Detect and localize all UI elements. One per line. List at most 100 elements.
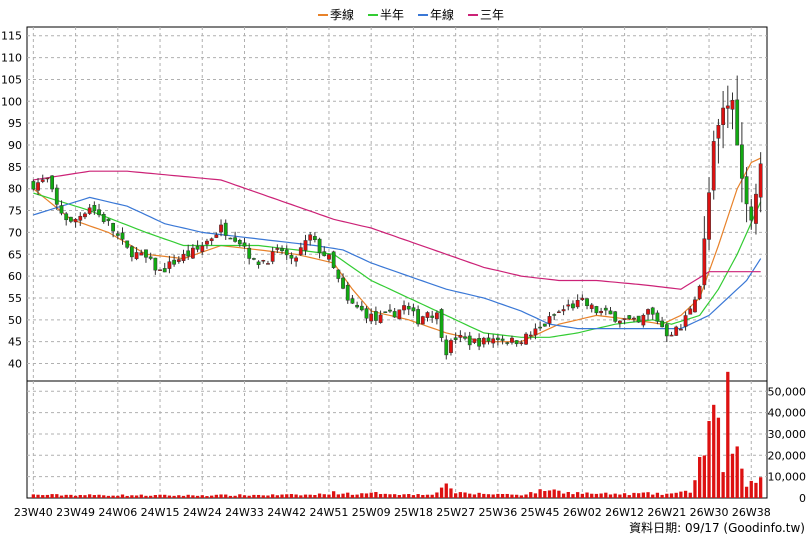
volume-bar xyxy=(88,494,92,498)
volume-bar xyxy=(102,495,106,498)
volume-bar xyxy=(50,494,54,498)
source-label: 資料日期: 09/17 (Goodinfo.tw) xyxy=(629,521,805,535)
candle-body xyxy=(247,247,252,259)
candle-body xyxy=(519,342,524,344)
candle-body xyxy=(139,252,144,256)
volume-bar xyxy=(702,455,706,498)
volume-bar xyxy=(153,495,157,498)
candle-body xyxy=(303,240,308,251)
volume-bar xyxy=(322,494,326,498)
candlesticks xyxy=(31,75,763,360)
volume-panel xyxy=(26,380,768,499)
candle-body xyxy=(336,269,341,279)
candle-body xyxy=(341,277,345,289)
volume-bar xyxy=(360,493,364,498)
volume-bar xyxy=(627,495,631,498)
candle-body xyxy=(603,307,608,311)
volume-bar xyxy=(622,493,627,498)
volume-bar xyxy=(454,493,458,498)
ma-line xyxy=(33,170,761,290)
volume-bar xyxy=(299,495,303,498)
volume-bar xyxy=(679,491,683,498)
candle-body xyxy=(500,338,505,341)
volume-bar xyxy=(683,490,688,498)
candle-body xyxy=(111,223,116,232)
volume-bar xyxy=(599,493,603,498)
candle-body xyxy=(59,205,64,214)
volume-bar xyxy=(637,493,641,498)
volume-bar xyxy=(590,493,594,498)
x-tick-label: 26W02 xyxy=(563,506,602,519)
price-tick-label: 105 xyxy=(1,73,22,86)
volume-bar xyxy=(158,494,162,498)
volume-bar xyxy=(435,492,439,498)
candle-body xyxy=(373,311,378,321)
candle-body xyxy=(730,99,735,110)
candle-body xyxy=(280,248,284,252)
volume-bar xyxy=(388,494,392,498)
candle-body xyxy=(115,233,120,236)
candle-body xyxy=(153,257,158,271)
volume-bars xyxy=(31,371,763,498)
candle-body xyxy=(369,313,374,322)
volume-bar xyxy=(130,495,134,498)
price-panel xyxy=(26,26,768,382)
volume-bar xyxy=(594,493,599,498)
volume-bar xyxy=(698,457,702,498)
candle-body xyxy=(688,308,693,315)
candle-body xyxy=(68,216,73,222)
candle-body xyxy=(87,207,92,214)
candle-body xyxy=(294,257,299,262)
volume-bar xyxy=(45,494,50,498)
x-tick-label: 24W24 xyxy=(183,506,222,519)
volume-bar xyxy=(604,492,608,498)
x-axis: 23W40 23W49 24W06 24W15 24W24 24W33 24W42 24W51… xyxy=(14,506,771,519)
price-tick-label: 85 xyxy=(8,161,22,174)
candle-body xyxy=(284,249,289,256)
volume-bar xyxy=(693,480,697,498)
volume-bar xyxy=(486,494,491,498)
volume-bar xyxy=(500,493,505,498)
candle-body xyxy=(256,261,261,265)
volume-bar xyxy=(529,492,533,498)
volume-bar xyxy=(608,494,613,498)
candle-body xyxy=(646,309,650,315)
candle-body xyxy=(402,305,406,311)
volume-bar xyxy=(378,494,383,498)
volume-bar xyxy=(242,495,247,498)
candle-body xyxy=(580,297,585,301)
candle-body xyxy=(463,336,467,339)
price-tick-label: 110 xyxy=(1,52,22,65)
candle-body xyxy=(359,305,364,311)
volume-bar xyxy=(533,493,538,498)
candle-body xyxy=(40,179,45,182)
volume-bar xyxy=(721,472,725,498)
volume-bar xyxy=(674,492,678,498)
volume-bar xyxy=(515,494,519,498)
candle-body xyxy=(594,306,599,314)
candle-body xyxy=(298,247,303,255)
candle-body xyxy=(45,177,50,180)
volume-bar xyxy=(660,494,664,498)
volume-bar xyxy=(116,495,120,498)
candle-body xyxy=(54,187,59,205)
volume-bar xyxy=(350,494,355,498)
volume-bar xyxy=(289,494,294,498)
volume-bar xyxy=(749,480,753,498)
x-tick-label: 26W30 xyxy=(690,506,729,519)
candle-body xyxy=(533,328,538,336)
volume-bar xyxy=(205,496,209,498)
volume-bar xyxy=(97,494,101,498)
candle-body xyxy=(538,326,543,329)
volume-bar xyxy=(740,468,744,498)
volume-bar xyxy=(228,495,233,498)
candle-body xyxy=(172,259,177,265)
candle-body xyxy=(416,309,421,325)
x-tick-label: 25W27 xyxy=(436,506,475,519)
volume-bar xyxy=(238,494,242,498)
price-tick-label: 90 xyxy=(8,139,22,152)
candle-body xyxy=(758,163,763,198)
x-tick-label: 25W18 xyxy=(394,506,433,519)
volume-bar xyxy=(332,491,336,498)
